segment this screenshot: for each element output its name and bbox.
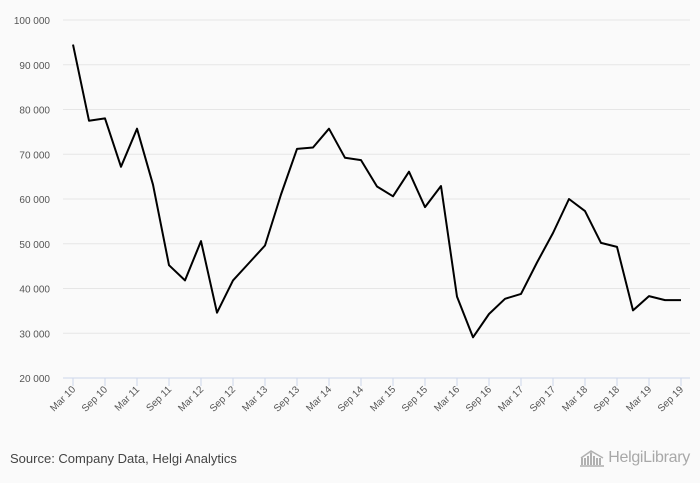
y-tick-label: 30 000 [19,329,50,340]
x-tick-label: Sep 14 [336,384,366,414]
x-tick-label: Mar 17 [496,384,526,414]
y-tick-label: 60 000 [19,195,50,206]
line-chart: 20 000 30 000 40 000 50 000 60 000 70 000 80 0… [14,16,690,415]
series-line [72,44,681,339]
y-tick-label: 20 000 [19,374,50,385]
x-tick-label: Mar 18 [560,384,590,414]
brand-logo: HelgiLibrary [579,449,690,467]
x-tick-label: Mar 10 [48,384,78,414]
x-tick-label: Sep 16 [464,384,494,414]
y-tick-label: 90 000 [19,61,50,72]
brand-name: HelgiLibrary [608,449,690,466]
x-tick-label: Sep 17 [528,384,558,414]
y-axis: 20 000 30 000 40 000 50 000 60 000 70 000 80 0… [14,16,51,385]
x-tick-label: Mar 19 [624,384,654,414]
grid-lines [63,19,690,334]
series-layer [72,44,681,339]
x-tick-label: Mar 11 [113,384,143,414]
x-tick-label: Mar 15 [368,384,398,414]
y-tick-label: 80 000 [19,106,50,117]
x-tick-label: Mar 16 [432,384,462,414]
x-tick-label: Sep 13 [272,384,302,414]
y-tick-label: 50 000 [19,240,50,251]
y-tick-label: 100 000 [14,16,51,27]
source-note: Source: Company Data, Helgi Analytics [10,451,237,466]
library-building-icon [580,450,605,467]
x-tick-label: Mar 12 [176,384,206,414]
x-tick-label: Sep 10 [80,384,110,414]
y-tick-label: 70 000 [19,150,50,161]
x-tick-label: Sep 19 [656,384,686,414]
x-tick-label: Sep 11 [144,384,174,414]
x-tick-label: Mar 14 [304,384,334,414]
y-tick-label: 40 000 [19,285,50,296]
x-tick-label: Sep 18 [592,384,622,414]
x-tick-label: Mar 13 [240,384,270,414]
x-axis: Mar 10 Sep 10 Mar 11 Sep 11 Mar 12 Sep 12 Mar … [48,377,690,415]
x-tick-label: Sep 15 [400,384,430,414]
x-tick-label: Sep 12 [208,384,238,414]
